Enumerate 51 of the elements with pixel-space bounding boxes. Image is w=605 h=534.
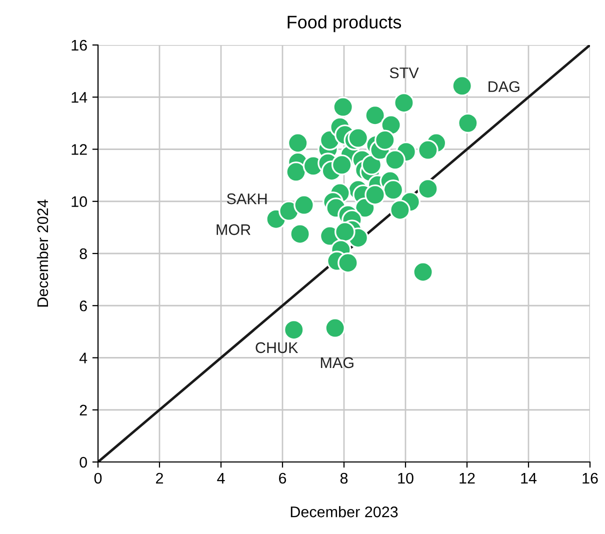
y-tick-label: 12 [72, 144, 87, 155]
point [394, 92, 414, 114]
x-tick-label: 12 [460, 472, 475, 484]
y-tick-label: 14 [72, 92, 88, 103]
y-tick-label: 2 [80, 404, 87, 416]
point [331, 154, 352, 176]
point [364, 104, 386, 126]
point [290, 224, 310, 244]
annotation: STV [390, 67, 419, 78]
point [418, 140, 438, 160]
point [338, 252, 358, 274]
x-tick-label: 16 [582, 472, 598, 484]
x-tick-label: 8 [340, 472, 348, 484]
x-axis-title: December 2023 [290, 506, 398, 518]
x-tick-label: 14 [521, 472, 537, 484]
point [452, 76, 472, 96]
annotation: DAG [488, 81, 520, 92]
point [283, 319, 304, 340]
x-tick-label: 2 [156, 472, 163, 484]
point [287, 132, 308, 154]
point [390, 200, 410, 220]
x-tick-label: 4 [217, 472, 225, 484]
point [374, 130, 396, 151]
y-tick-label: 8 [80, 248, 87, 260]
x-tick-label: 10 [398, 472, 414, 484]
annotation: CHUK [256, 342, 298, 354]
point [348, 128, 369, 148]
point [286, 162, 306, 182]
annotation: MOR [216, 224, 250, 236]
y-tick-label: 0 [80, 456, 87, 468]
point [458, 112, 478, 134]
chart-title: Food products [288, 15, 402, 32]
point [361, 154, 382, 176]
x-tick-label: 0 [94, 472, 102, 484]
y-axis-title: December 2024 [36, 200, 48, 307]
point [334, 221, 356, 242]
point [382, 180, 404, 200]
point [324, 318, 346, 338]
point [294, 194, 314, 216]
point [412, 262, 434, 282]
annotation: SAKH [226, 193, 267, 204]
point [364, 184, 386, 206]
y-tick-label: 16 [72, 40, 87, 51]
point [384, 150, 406, 170]
y-tick-label: 4 [79, 352, 88, 364]
y-tick-label: 6 [80, 300, 87, 312]
x-tick-label: 6 [279, 472, 286, 484]
annotation: MAG [320, 357, 354, 368]
point [332, 96, 354, 118]
y-tick-label: 10 [72, 196, 87, 208]
point [418, 178, 438, 200]
